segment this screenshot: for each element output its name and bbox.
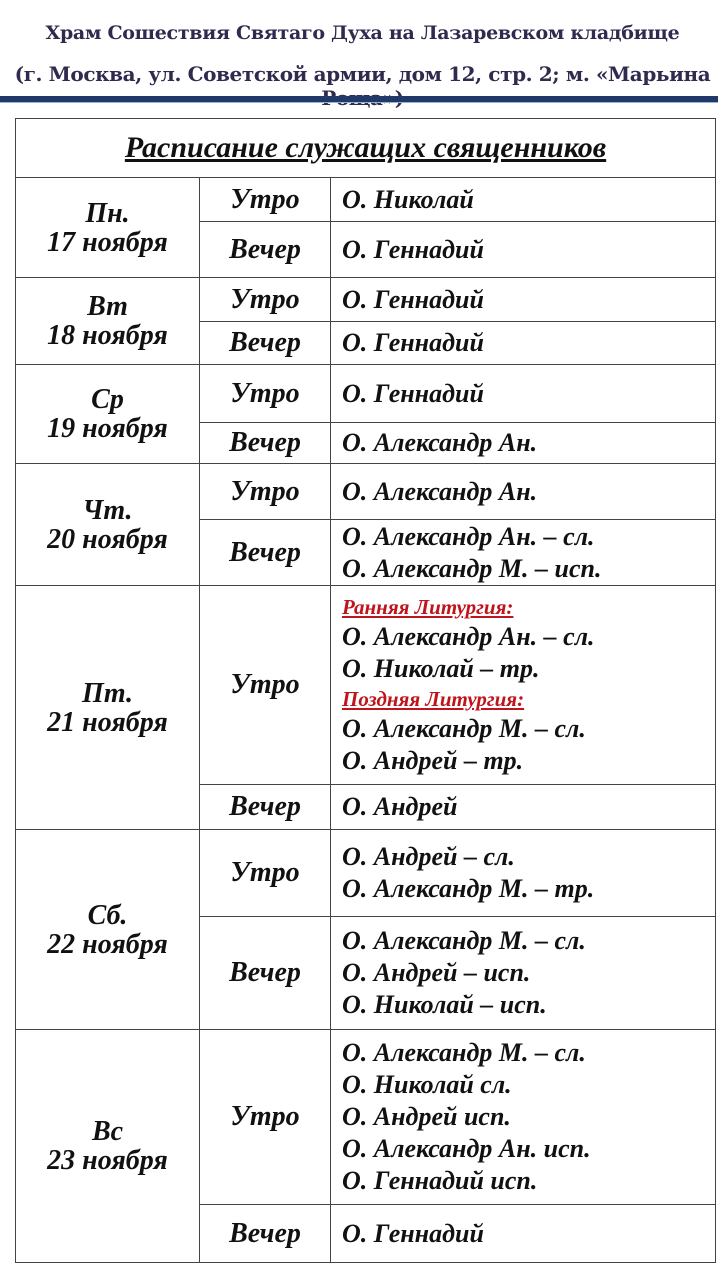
day-cell: Вс 23 ноября	[15, 1029, 200, 1263]
weekday: Пн.	[85, 197, 130, 229]
schedule-row: Сб. 22 ноября Утро О. Андрей – сл. О. Алекса…	[15, 829, 716, 1030]
title-row: Расписание служащих священников	[15, 118, 716, 178]
date: 18 ноября	[47, 320, 168, 351]
service-part: Вечер	[199, 519, 331, 586]
schedule-row: Чт. 20 ноября Утро О. Александр Ан.	[15, 463, 716, 586]
priest-name: О. Геннадий	[342, 378, 484, 408]
priests-cell: О. Николай	[330, 177, 716, 222]
priests-cell: О. Александр М. – сл. О. Андрей – исп. О. …	[330, 916, 716, 1030]
priests-cell: О. Александр М. – сл. О. Николай сл. О. Ан…	[330, 1029, 716, 1205]
priest-name: О. Александр М. – тр.	[342, 874, 595, 903]
priests-cell: О. Геннадий	[330, 364, 716, 423]
day-cell: Вт 18 ноября	[15, 277, 200, 365]
day-cell: Сб. 22 ноября	[15, 829, 200, 1030]
priest-name: О. Андрей – сл.	[342, 842, 515, 871]
priests-cell: О. Александр Ан.	[330, 463, 716, 520]
weekday: Чт.	[82, 494, 133, 526]
service-part: Вечер	[199, 422, 331, 464]
service-part: Вечер	[199, 1204, 331, 1263]
priest-name: О. Александр М. – сл.	[342, 926, 586, 955]
priests-cell: О. Геннадий	[330, 221, 716, 278]
schedule-row: Вт 18 ноября Утро О. Геннадий	[15, 277, 716, 365]
schedule-title: Расписание служащих священников	[124, 130, 607, 164]
date: 22 ноября	[47, 928, 168, 960]
priest-name: О. Николай – исп.	[342, 990, 547, 1019]
day-cell: Пн. 17 ноября	[15, 177, 200, 278]
priest-name: О. Геннадий исп.	[342, 1166, 538, 1195]
priest-name: О. Александр М. – исп.	[342, 553, 602, 583]
schedule-row: Пт. 21 ноября Утро Ранняя Литургия: О. Алекс…	[15, 585, 716, 830]
service-part: Утро	[199, 364, 331, 423]
service-part: Утро	[199, 177, 331, 222]
date: 19 ноября	[47, 413, 168, 444]
weekday: Вс	[91, 1116, 124, 1147]
priest-name: О. Александр Ан. – сл.	[342, 622, 595, 651]
schedule-row: Вечер О. Геннадий	[16, 221, 716, 278]
priests-cell: О. Андрей – сл. О. Александр М. – тр.	[330, 829, 716, 917]
priest-name: О. Андрей – тр.	[342, 746, 524, 775]
date: 17 ноября	[47, 226, 168, 258]
priest-name: О. Николай – тр.	[342, 654, 540, 683]
priest-name: О. Андрей	[342, 792, 458, 821]
day-cell: Пт. 21 ноября	[15, 585, 200, 830]
service-part: Вечер	[199, 916, 331, 1030]
priest-name: О. Николай сл.	[342, 1070, 512, 1099]
schedule-row: Пн. 17 ноября Утро О. Николай	[15, 177, 716, 278]
priests-cell: Ранняя Литургия: О. Александр Ан. – сл. О.…	[330, 585, 716, 785]
service-part: Утро	[199, 829, 331, 917]
day-cell: Ср 19 ноября	[15, 364, 200, 464]
priest-name: О. Геннадий	[342, 234, 484, 264]
weekday: Вт	[87, 291, 128, 322]
weekday: Сб.	[87, 899, 128, 931]
priest-name: О. Александр М. – сл.	[342, 714, 586, 743]
priest-name: О. Александр Ан. исп.	[342, 1134, 591, 1163]
date: 20 ноября	[47, 523, 168, 555]
date: 21 ноября	[47, 706, 168, 738]
schedule-table: Расписание служащих священников Пн. 17 но…	[15, 118, 716, 1263]
priests-cell: О. Александр Ан.	[330, 422, 716, 464]
service-part: Утро	[199, 1029, 331, 1205]
priests-cell: О. Геннадий	[330, 321, 716, 365]
priest-name: О. Геннадий	[342, 1218, 484, 1248]
liturgy-heading: Поздняя Литургия:	[342, 687, 525, 711]
schedule-row: Вечер О. Андрей	[16, 784, 716, 830]
priest-name: О. Геннадий	[342, 284, 484, 314]
schedule-row: Вечер О. Александр Ан.	[16, 422, 716, 464]
priest-name: О. Александр Ан.	[342, 476, 538, 506]
priests-cell: О. Геннадий	[330, 1204, 716, 1263]
priest-name: О. Андрей исп.	[342, 1102, 511, 1131]
service-part: Вечер	[199, 321, 331, 365]
weekday: Пт.	[82, 677, 133, 709]
service-part: Утро	[199, 585, 331, 785]
schedule-row: Вечер О. Александр М. – сл. О. Андрей – ис…	[16, 916, 716, 1030]
liturgy-heading: Ранняя Литургия:	[342, 595, 514, 619]
schedule-row: Вечер О. Александр Ан. – сл. О. Александр …	[16, 519, 716, 586]
priest-name: О. Александр Ан.	[342, 428, 538, 457]
priest-name: О. Александр Ан. – сл.	[342, 521, 595, 551]
priest-name: О. Николай	[342, 184, 474, 214]
priests-cell: О. Геннадий	[330, 277, 716, 322]
schedule-row: Ср 19 ноября Утро О. Геннадий	[15, 364, 716, 464]
schedule-row: Вечер О. Геннадий	[16, 1204, 716, 1263]
service-part: Вечер	[199, 221, 331, 278]
schedule-row: Вс 23 ноября Утро О. Александр М. – сл. О. Н…	[15, 1029, 716, 1263]
day-cell: Чт. 20 ноября	[15, 463, 200, 586]
service-part: Утро	[199, 463, 331, 520]
priests-cell: О. Андрей	[330, 784, 716, 830]
priest-name: О. Геннадий	[342, 328, 484, 357]
priest-name: О. Андрей – исп.	[342, 958, 531, 987]
church-name: Храм Сошествия Святаго Духа на Лазаревск…	[45, 22, 680, 44]
priest-name: О. Александр М. – сл.	[342, 1038, 586, 1067]
priests-cell: О. Александр Ан. – сл. О. Александр М. – …	[330, 519, 716, 586]
weekday: Ср	[91, 384, 124, 415]
date: 23 ноября	[47, 1145, 168, 1176]
service-part: Вечер	[199, 784, 331, 830]
header-divider	[0, 96, 718, 103]
service-part: Утро	[199, 277, 331, 322]
